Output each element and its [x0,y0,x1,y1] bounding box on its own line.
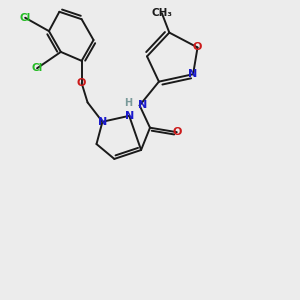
Text: N: N [188,69,198,79]
Text: O: O [172,127,182,137]
Text: O: O [193,43,202,52]
Text: N: N [98,117,107,127]
Text: Cl: Cl [32,63,43,73]
Text: N: N [124,111,134,121]
Text: Cl: Cl [20,13,31,23]
Text: H: H [124,98,132,108]
Text: N: N [138,100,147,110]
Text: O: O [77,78,86,88]
Text: CH₃: CH₃ [152,8,172,18]
